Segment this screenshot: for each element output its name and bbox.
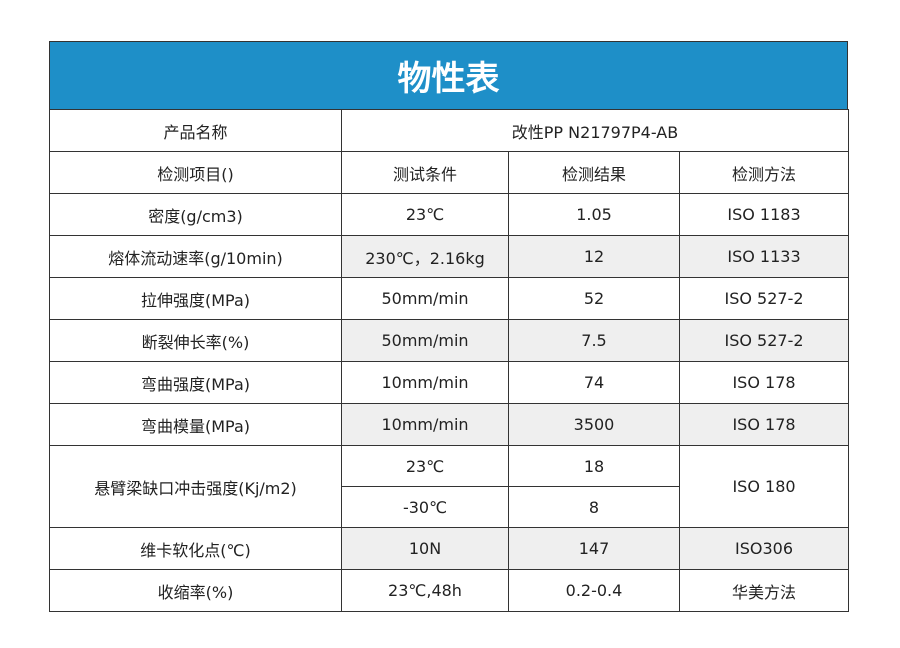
table-cell: 50mm/min xyxy=(341,319,509,362)
table-cell: ISO306 xyxy=(679,527,849,570)
product-value: 改性PP N21797P4-AB xyxy=(341,109,849,152)
header-cell: 检测方法 xyxy=(679,151,849,194)
table-cell: 10N xyxy=(341,527,509,570)
table-cell: 23℃,48h xyxy=(341,569,509,612)
table-cell: 0.2-0.4 xyxy=(508,569,680,612)
table-row: 熔体流动速率(g/10min) 230℃，2.16kg 12 ISO 1133 xyxy=(49,235,849,278)
table-row: 悬臂梁缺口冲击强度(Kj/m2) 23℃ 18 ISO 180 xyxy=(49,445,849,528)
table-cell: 147 xyxy=(508,527,680,570)
header-cell: 测试条件 xyxy=(341,151,509,194)
table-row: 收缩率(%) 23℃,48h 0.2-0.4 华美方法 xyxy=(49,569,849,612)
table-cell: 12 xyxy=(508,235,680,278)
table-cell: ISO 178 xyxy=(679,361,849,404)
table-cell: 收缩率(%) xyxy=(49,569,342,612)
table-cell: 74 xyxy=(508,361,680,404)
table-cell: 维卡软化点(℃) xyxy=(49,527,342,570)
table-cell: 密度(g/cm3) xyxy=(49,193,342,236)
table-cell: -30℃ xyxy=(341,486,509,528)
table-cell: 23℃ xyxy=(341,445,509,487)
table-row: 弯曲模量(MPa) 10mm/min 3500 ISO 178 xyxy=(49,403,849,446)
table-cell: 52 xyxy=(508,277,680,320)
table-row: -30℃ 8 xyxy=(50,486,849,528)
table-cell: 50mm/min xyxy=(341,277,509,320)
table-cell: 弯曲模量(MPa) xyxy=(49,403,342,446)
property-sheet: 物性表 产品名称 改性PP N21797P4-AB 检测项目() 测试条件 检测… xyxy=(49,41,849,612)
table-cell: 1.05 xyxy=(508,193,680,236)
table-row: 弯曲强度(MPa) 10mm/min 74 ISO 178 xyxy=(49,361,849,404)
header-row: 检测项目() 测试条件 检测结果 检测方法 xyxy=(49,151,849,194)
table-cell: 230℃，2.16kg xyxy=(341,235,509,278)
table-cell: 23℃ xyxy=(341,193,509,236)
table-cell: 熔体流动速率(g/10min) xyxy=(49,235,342,278)
product-label: 产品名称 xyxy=(49,109,342,152)
table-cell: 断裂伸长率(%) xyxy=(49,319,342,362)
table-cell: 10mm/min xyxy=(341,361,509,404)
table-cell: 华美方法 xyxy=(679,569,849,612)
table-cell: ISO 527-2 xyxy=(679,319,849,362)
table-cell: 10mm/min xyxy=(341,403,509,446)
table-cell: 拉伸强度(MPa) xyxy=(49,277,342,320)
table-row: 维卡软化点(℃) 10N 147 ISO306 xyxy=(49,527,849,570)
table-cell: ISO 180 xyxy=(679,445,849,528)
table-cell: ISO 1183 xyxy=(679,193,849,236)
table-row: 断裂伸长率(%) 50mm/min 7.5 ISO 527-2 xyxy=(49,319,849,362)
table-cell: ISO 527-2 xyxy=(679,277,849,320)
table-cell: 悬臂梁缺口冲击强度(Kj/m2) xyxy=(49,445,342,528)
header-cell: 检测结果 xyxy=(508,151,680,194)
property-table: 产品名称 改性PP N21797P4-AB 检测项目() 测试条件 检测结果 检… xyxy=(49,109,849,612)
table-cell: 8 xyxy=(508,486,680,528)
product-row: 产品名称 改性PP N21797P4-AB xyxy=(49,109,849,152)
header-cell: 检测项目() xyxy=(49,151,342,194)
table-row: 密度(g/cm3) 23℃ 1.05 ISO 1183 xyxy=(49,193,849,236)
table-cell: 7.5 xyxy=(508,319,680,362)
table-cell: 18 xyxy=(508,445,680,487)
table-cell: 3500 xyxy=(508,403,680,446)
table-cell: ISO 178 xyxy=(679,403,849,446)
table-row: 拉伸强度(MPa) 50mm/min 52 ISO 527-2 xyxy=(49,277,849,320)
table-cell: ISO 1133 xyxy=(679,235,849,278)
title: 物性表 xyxy=(49,41,848,109)
table-cell: 弯曲强度(MPa) xyxy=(49,361,342,404)
